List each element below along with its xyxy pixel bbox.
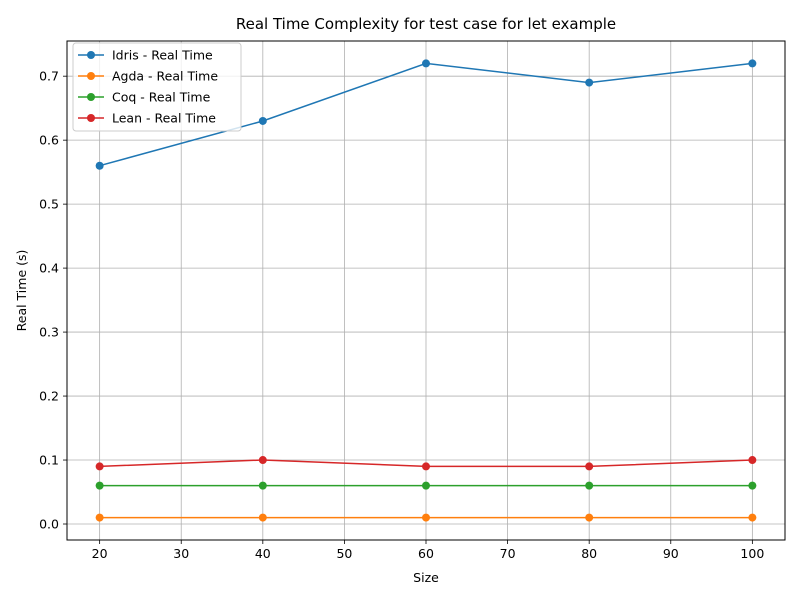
- data-point: [95, 481, 104, 490]
- legend-entry: Coq - Real Time: [112, 90, 211, 105]
- data-point: [422, 59, 430, 68]
- data-point: [258, 456, 267, 465]
- y-tick-label: 0.7: [39, 69, 59, 84]
- x-axis-label: Size: [413, 570, 439, 585]
- legend: Idris - Real Time Agda - Real Time Coq - R…: [72, 42, 242, 132]
- data-point: [258, 116, 267, 125]
- data-point: [748, 456, 757, 465]
- y-tick-label: 0.6: [39, 133, 59, 148]
- y-tick-label: 0.4: [39, 261, 59, 276]
- x-tick-label: 30: [173, 546, 189, 561]
- data-point: [585, 462, 594, 471]
- x-tick-label: 90: [663, 546, 679, 561]
- x-tick-label: 100: [740, 546, 764, 561]
- data-point: [748, 481, 757, 490]
- x-tick-label: 20: [92, 546, 108, 561]
- x-axis-ticks: 20 30 40 50 60 70 80 90 100: [92, 540, 764, 561]
- data-point: [95, 462, 104, 471]
- series-lines: [95, 59, 757, 522]
- legend-entry: Idris - Real Time: [112, 48, 213, 63]
- legend-marker: [87, 72, 95, 80]
- y-axis-ticks: 0.0 0.1 0.2 0.3 0.4 0.5 0.6 0.7: [39, 69, 67, 532]
- y-axis-label: Real Time (s): [14, 250, 29, 332]
- data-point: [585, 78, 594, 87]
- legend-marker: [87, 114, 95, 122]
- grid: [67, 41, 785, 540]
- data-point: [422, 462, 430, 471]
- legend-marker: [87, 93, 95, 101]
- data-point: [95, 513, 104, 522]
- legend-marker: [87, 51, 95, 59]
- data-point: [422, 513, 430, 522]
- data-point: [258, 481, 267, 490]
- x-tick-label: 60: [418, 546, 434, 561]
- chart-title: Real Time Complexity for test case for l…: [236, 15, 616, 33]
- data-point: [748, 513, 757, 522]
- data-point: [258, 513, 267, 522]
- y-tick-label: 0.1: [39, 453, 59, 468]
- data-point: [95, 161, 104, 170]
- data-point: [585, 481, 594, 490]
- x-tick-label: 80: [581, 546, 597, 561]
- data-point: [422, 481, 430, 490]
- y-tick-label: 0.0: [39, 517, 59, 532]
- y-tick-label: 0.3: [39, 325, 59, 340]
- legend-entry: Agda - Real Time: [112, 69, 218, 84]
- x-tick-label: 70: [500, 546, 516, 561]
- y-tick-label: 0.2: [39, 389, 59, 404]
- data-point: [585, 513, 594, 522]
- y-tick-label: 0.5: [39, 197, 59, 212]
- legend-box: [72, 42, 242, 132]
- x-tick-label: 50: [336, 546, 352, 561]
- x-tick-label: 40: [255, 546, 271, 561]
- data-point: [748, 59, 757, 68]
- legend-entry: Lean - Real Time: [112, 111, 216, 126]
